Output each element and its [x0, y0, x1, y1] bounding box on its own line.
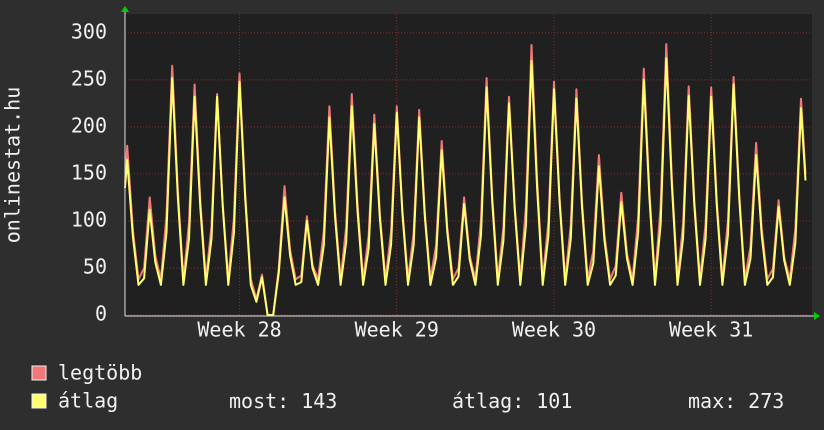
stat-value: 273 — [748, 389, 784, 413]
stat: most: 143 — [229, 389, 337, 413]
y-tick-label: 150 — [71, 160, 107, 184]
legend-swatch — [31, 393, 47, 409]
legend-label: legtöbb — [58, 361, 142, 385]
stat-label: max: — [688, 389, 736, 413]
y-axis-label: onlinestat.hu — [1, 87, 25, 244]
y-tick-label: 300 — [71, 19, 107, 43]
y-tick-label: 200 — [71, 113, 107, 137]
lines — [124, 43, 807, 316]
stat-value: 101 — [536, 389, 572, 413]
legend: legtöbb átlag most: 143 átlag: 101 max: 273 — [31, 361, 784, 413]
legend-label: átlag — [58, 389, 118, 413]
y-tick-label: 50 — [83, 254, 107, 278]
stat: max: 273 — [688, 389, 784, 413]
y-tick-label: 250 — [71, 66, 107, 90]
x-tick-label: Week 29 — [355, 318, 439, 342]
stat-label: most: — [229, 389, 289, 413]
y-tick-label: 100 — [71, 207, 107, 231]
x-tick-label: Week 30 — [512, 318, 596, 342]
y-arrow — [121, 6, 129, 12]
series-line — [124, 57, 807, 316]
y-tick-label: 0 — [95, 302, 107, 326]
stat-label: átlag: — [452, 389, 524, 413]
x-tick-label: Week 28 — [197, 318, 281, 342]
stat: átlag: 101 — [452, 389, 572, 413]
legend-swatch — [31, 365, 47, 381]
x-tick-label: Week 31 — [669, 318, 753, 342]
stat-value: 143 — [301, 389, 337, 413]
x-arrow — [814, 312, 820, 320]
